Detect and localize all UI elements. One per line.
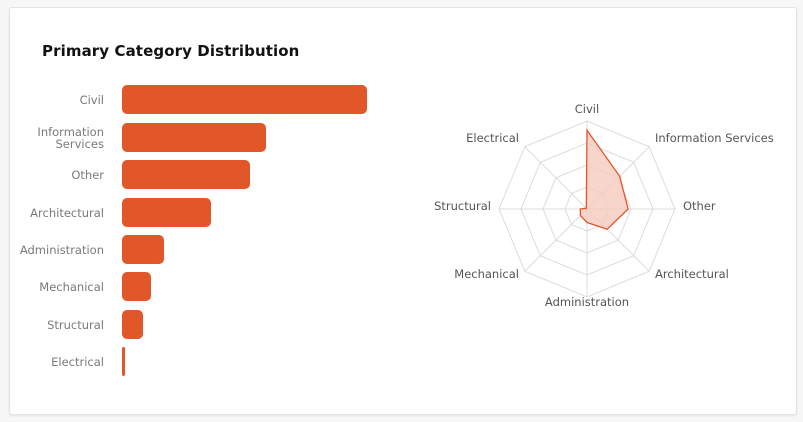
bar-civil[interactable] [122,85,367,114]
bar-mechanical[interactable] [122,272,151,301]
bar-label-other: Other [71,168,104,182]
bar-structural[interactable] [122,310,143,339]
bar-label-information-services-line1: Information [37,125,104,139]
bar-label-civil: Civil [79,93,104,107]
radar-series-area[interactable] [579,128,629,230]
bar-label-structural: Structural [47,318,104,332]
bar-other[interactable] [122,160,250,189]
radar-label-mechanical: Mechanical [454,267,519,281]
radar-label-structural: Structural [434,199,491,213]
bar-label-information-services-line2: Services [55,137,105,151]
radar-label-architectural: Architectural [655,267,729,281]
bar-label-electrical: Electrical [51,355,104,369]
radar-label-other: Other [683,199,716,213]
bar-information-services[interactable] [122,123,266,152]
bar-electrical[interactable] [122,347,125,376]
radar-label-information-services: Information Services [655,131,774,145]
radar-label-civil: Civil [575,102,599,116]
bar-administration[interactable] [122,235,164,264]
radar-label-electrical: Electrical [466,131,519,145]
bar-architectural[interactable] [122,198,211,227]
radar-label-administration: Administration [545,295,629,309]
bar-label-mechanical: Mechanical [39,280,104,294]
chart-title: Primary Category Distribution [42,42,300,60]
bar-label-administration: Administration [19,243,104,257]
bar-label-architectural: Architectural [30,206,104,220]
